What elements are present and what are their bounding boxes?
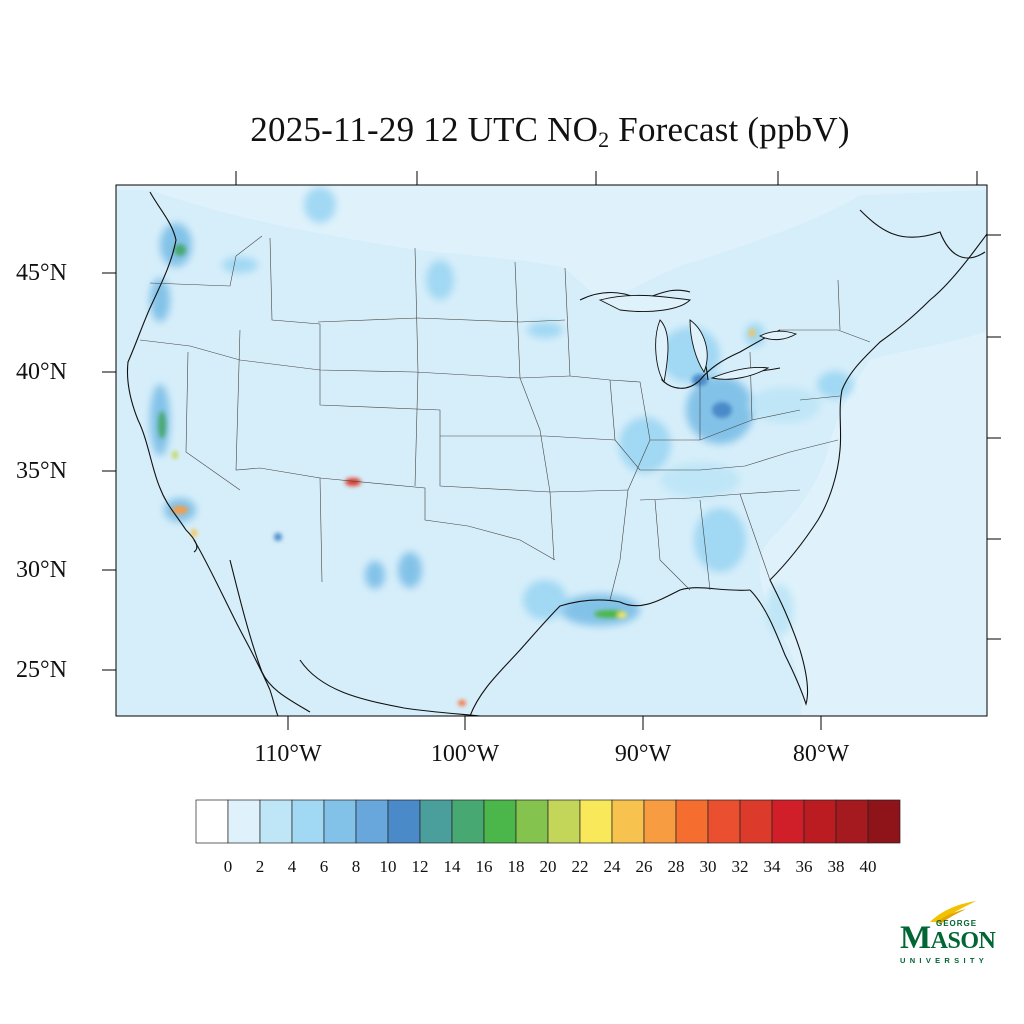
colorbar-tick-label: 20 <box>539 857 557 876</box>
left-ticks <box>102 272 116 671</box>
logo-george: GEORGE <box>936 919 978 928</box>
lat-label-30: 30°N <box>16 557 67 583</box>
right-ticks <box>987 234 1001 640</box>
colorbar-swatch <box>675 799 709 844</box>
colorbar-swatch <box>483 799 517 844</box>
colorbar-tick-label: 8 <box>351 857 361 876</box>
colorbar-swatch <box>867 799 901 844</box>
colorbar-tick-label: 30 <box>699 857 717 876</box>
colorbar-swatch <box>835 799 869 844</box>
great-lakes <box>598 294 798 384</box>
colorbar-tick-label: 14 <box>443 857 461 876</box>
lat-label-40: 40°N <box>16 359 67 385</box>
colorbar-tick-label: 36 <box>795 857 813 876</box>
flame-icon <box>930 901 976 923</box>
no2-plumes <box>150 187 853 636</box>
colorbar-tick-label: 26 <box>635 857 653 876</box>
state-borders <box>139 235 871 601</box>
colorbar-tick-label: 16 <box>475 857 493 876</box>
colorbar-swatch <box>291 799 325 844</box>
colorbar-swatch <box>227 799 261 844</box>
lon-label-110w: 110°W <box>254 741 322 767</box>
colorbar-tick-label: 2 <box>255 857 265 876</box>
colorbar-swatch <box>643 799 677 844</box>
colorbar-tick-label: 4 <box>287 857 297 876</box>
colorbar-swatch <box>355 799 389 844</box>
colorbar-swatch <box>451 799 485 844</box>
colorbar-tick-label: 18 <box>507 857 525 876</box>
colorbar-swatch <box>323 799 357 844</box>
lat-label-35: 35°N <box>16 458 67 484</box>
colorbar-swatch <box>611 799 645 844</box>
colorbar-swatch <box>419 799 453 844</box>
colorbar-swatch <box>803 799 837 844</box>
colorbar-swatch <box>707 799 741 844</box>
colorbar-swatch <box>579 799 613 844</box>
colorbar-tick-label: 6 <box>319 857 329 876</box>
colorbar-swatch <box>771 799 805 844</box>
colorbar-tick-label: 12 <box>411 857 429 876</box>
logo-university: UNIVERSITY <box>900 956 989 965</box>
colorbar-swatch <box>195 799 229 844</box>
logo-mason: MASON <box>900 920 996 956</box>
colorbar-swatch <box>547 799 581 844</box>
colorbar-swatch <box>515 799 549 844</box>
colorbar-tick-label: 40 <box>859 857 877 876</box>
colorbar-tick-label: 34 <box>763 857 781 876</box>
no2-hotspots <box>158 244 755 706</box>
colorbar-tick-label: 22 <box>571 857 589 876</box>
colorbar-swatch <box>387 799 421 844</box>
colorbar-swatch <box>259 799 293 844</box>
lon-label-80w: 80°W <box>792 741 850 767</box>
top-ticks <box>235 171 978 185</box>
bottom-ticks <box>287 716 822 730</box>
colorbar-tick-label: 32 <box>731 857 749 876</box>
lat-label-25: 25°N <box>16 657 67 683</box>
colorbar-tick-label: 24 <box>603 857 621 876</box>
lon-label-90w: 90°W <box>614 741 672 767</box>
colorbar-tick-label: 38 <box>827 857 845 876</box>
colorbar-tick-label: 0 <box>223 857 233 876</box>
chart-title: 2025-11-29 12 UTC NO2 Forecast (ppbV) <box>250 110 850 152</box>
colorbar-tick-label: 28 <box>667 857 685 876</box>
lat-label-45: 45°N <box>16 260 67 286</box>
colorbar-tick-label: 10 <box>379 857 397 876</box>
colorbar <box>195 799 901 844</box>
lon-label-100w: 100°W <box>430 741 500 767</box>
gmu-logo: GEORGE MASON UNIVERSITY <box>898 898 1002 968</box>
colorbar-swatch <box>739 799 773 844</box>
